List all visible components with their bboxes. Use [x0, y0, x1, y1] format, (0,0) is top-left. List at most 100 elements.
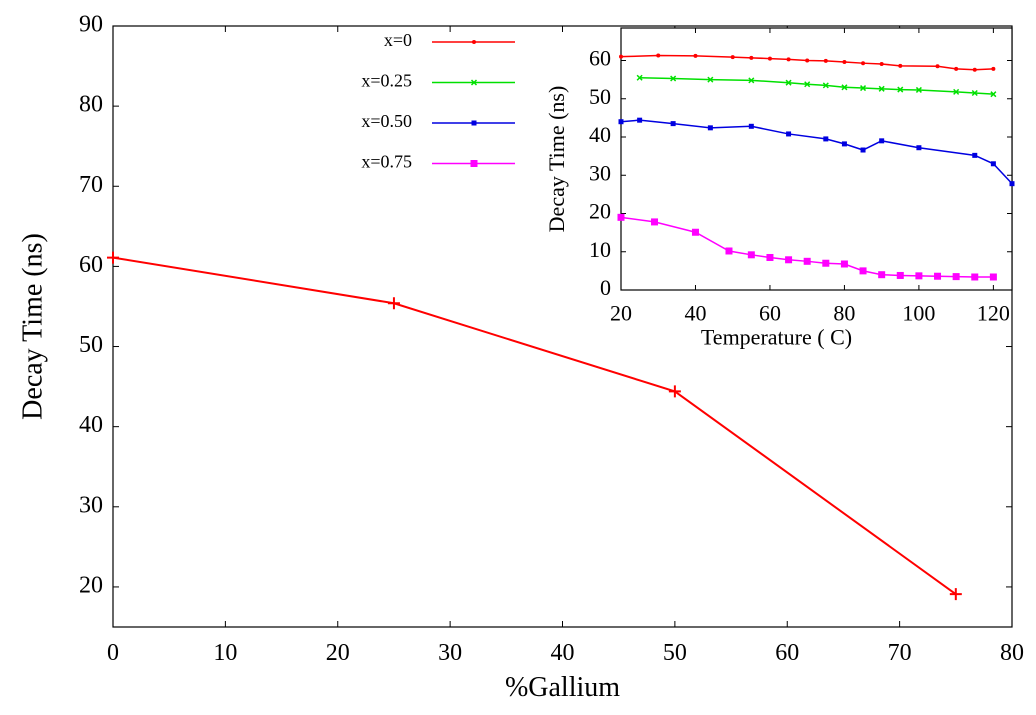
marker — [841, 84, 848, 91]
y-tick-label: 60 — [589, 46, 611, 71]
marker — [786, 57, 791, 62]
marker — [803, 257, 811, 265]
x-tick-label: 100 — [902, 300, 935, 325]
x-tick-label: 60 — [775, 640, 799, 666]
marker — [766, 253, 774, 261]
marker — [954, 66, 959, 71]
marker — [972, 152, 978, 158]
marker — [860, 147, 866, 153]
marker — [730, 55, 735, 60]
marker — [953, 88, 960, 95]
y-tick-label: 60 — [79, 252, 103, 278]
marker — [841, 141, 847, 147]
y-tick-label: 50 — [589, 84, 611, 109]
marker — [785, 256, 793, 264]
marker — [767, 56, 772, 61]
x-tick-label: 20 — [610, 300, 632, 325]
marker — [670, 121, 676, 127]
marker — [804, 81, 811, 88]
y-tick-label: 40 — [589, 122, 611, 147]
x-tick-label: 80 — [833, 300, 855, 325]
marker — [749, 55, 754, 60]
marker — [822, 259, 830, 267]
marker — [786, 131, 792, 137]
legend-label: x=0 — [384, 30, 412, 50]
y-tick-label: 50 — [79, 332, 103, 358]
x-tick-label: 20 — [326, 640, 350, 666]
y-tick-label: 80 — [79, 92, 103, 118]
plot-area — [620, 27, 1013, 291]
marker — [949, 588, 962, 601]
marker — [879, 61, 884, 66]
y-tick-label: 20 — [589, 199, 611, 224]
x-tick-label: 80 — [1000, 640, 1024, 666]
marker — [693, 53, 698, 58]
x-axis-label: Temperature ( C) — [701, 325, 852, 350]
y-tick-label: 90 — [79, 12, 103, 38]
data-line — [620, 119, 1013, 185]
marker — [990, 91, 997, 98]
marker — [859, 267, 867, 275]
legend-marker — [470, 160, 478, 167]
x-tick-label: 10 — [213, 640, 237, 666]
legend-label: x=0.75 — [361, 152, 412, 172]
marker — [840, 260, 848, 268]
marker — [748, 77, 755, 84]
marker — [707, 125, 713, 131]
x-tick-label: 50 — [663, 640, 687, 666]
marker — [860, 85, 867, 92]
x-tick-label: 0 — [107, 640, 119, 666]
marker — [972, 67, 977, 72]
legend-marker — [471, 120, 477, 126]
marker — [823, 58, 828, 63]
marker — [107, 251, 119, 264]
marker — [618, 119, 624, 125]
legend-label: x=0.50 — [361, 111, 412, 131]
legend-marker — [472, 40, 476, 44]
marker — [823, 136, 829, 142]
marker — [805, 58, 810, 63]
marker — [990, 161, 996, 167]
y-tick-label: 30 — [589, 160, 611, 185]
y-tick-label: 10 — [589, 237, 611, 262]
marker — [879, 138, 885, 144]
marker — [896, 271, 904, 279]
x-tick-label: 30 — [438, 640, 462, 666]
marker — [991, 66, 996, 71]
marker — [861, 61, 866, 66]
marker — [387, 297, 400, 310]
x-axis-label: %Gallium — [505, 672, 620, 703]
marker — [934, 272, 942, 280]
marker — [971, 89, 978, 97]
marker — [898, 63, 903, 68]
marker — [1009, 181, 1015, 187]
marker — [878, 271, 886, 279]
y-axis-label: Decay Time (ns) — [544, 86, 569, 233]
marker — [916, 145, 922, 151]
y-tick-label: 0 — [600, 275, 611, 300]
marker — [619, 54, 623, 59]
marker — [822, 82, 829, 89]
x-tick-label: 70 — [888, 640, 912, 666]
marker — [952, 273, 960, 281]
marker — [636, 74, 643, 81]
x-tick-label: 120 — [977, 300, 1010, 325]
legend-label: x=0.25 — [361, 71, 412, 91]
marker — [971, 273, 979, 281]
y-tick-label: 40 — [79, 412, 103, 438]
x-tick-label: 40 — [551, 640, 575, 666]
marker — [656, 53, 661, 58]
marker — [651, 218, 659, 226]
marker — [989, 273, 997, 281]
marker — [707, 76, 714, 83]
marker — [637, 117, 643, 123]
marker — [617, 213, 625, 221]
data-line — [112, 256, 957, 595]
marker — [747, 251, 755, 259]
marker — [785, 79, 792, 86]
y-tick-label: 70 — [79, 172, 103, 198]
x-tick-label: 40 — [684, 300, 706, 325]
marker — [670, 75, 677, 82]
marker — [878, 85, 885, 92]
